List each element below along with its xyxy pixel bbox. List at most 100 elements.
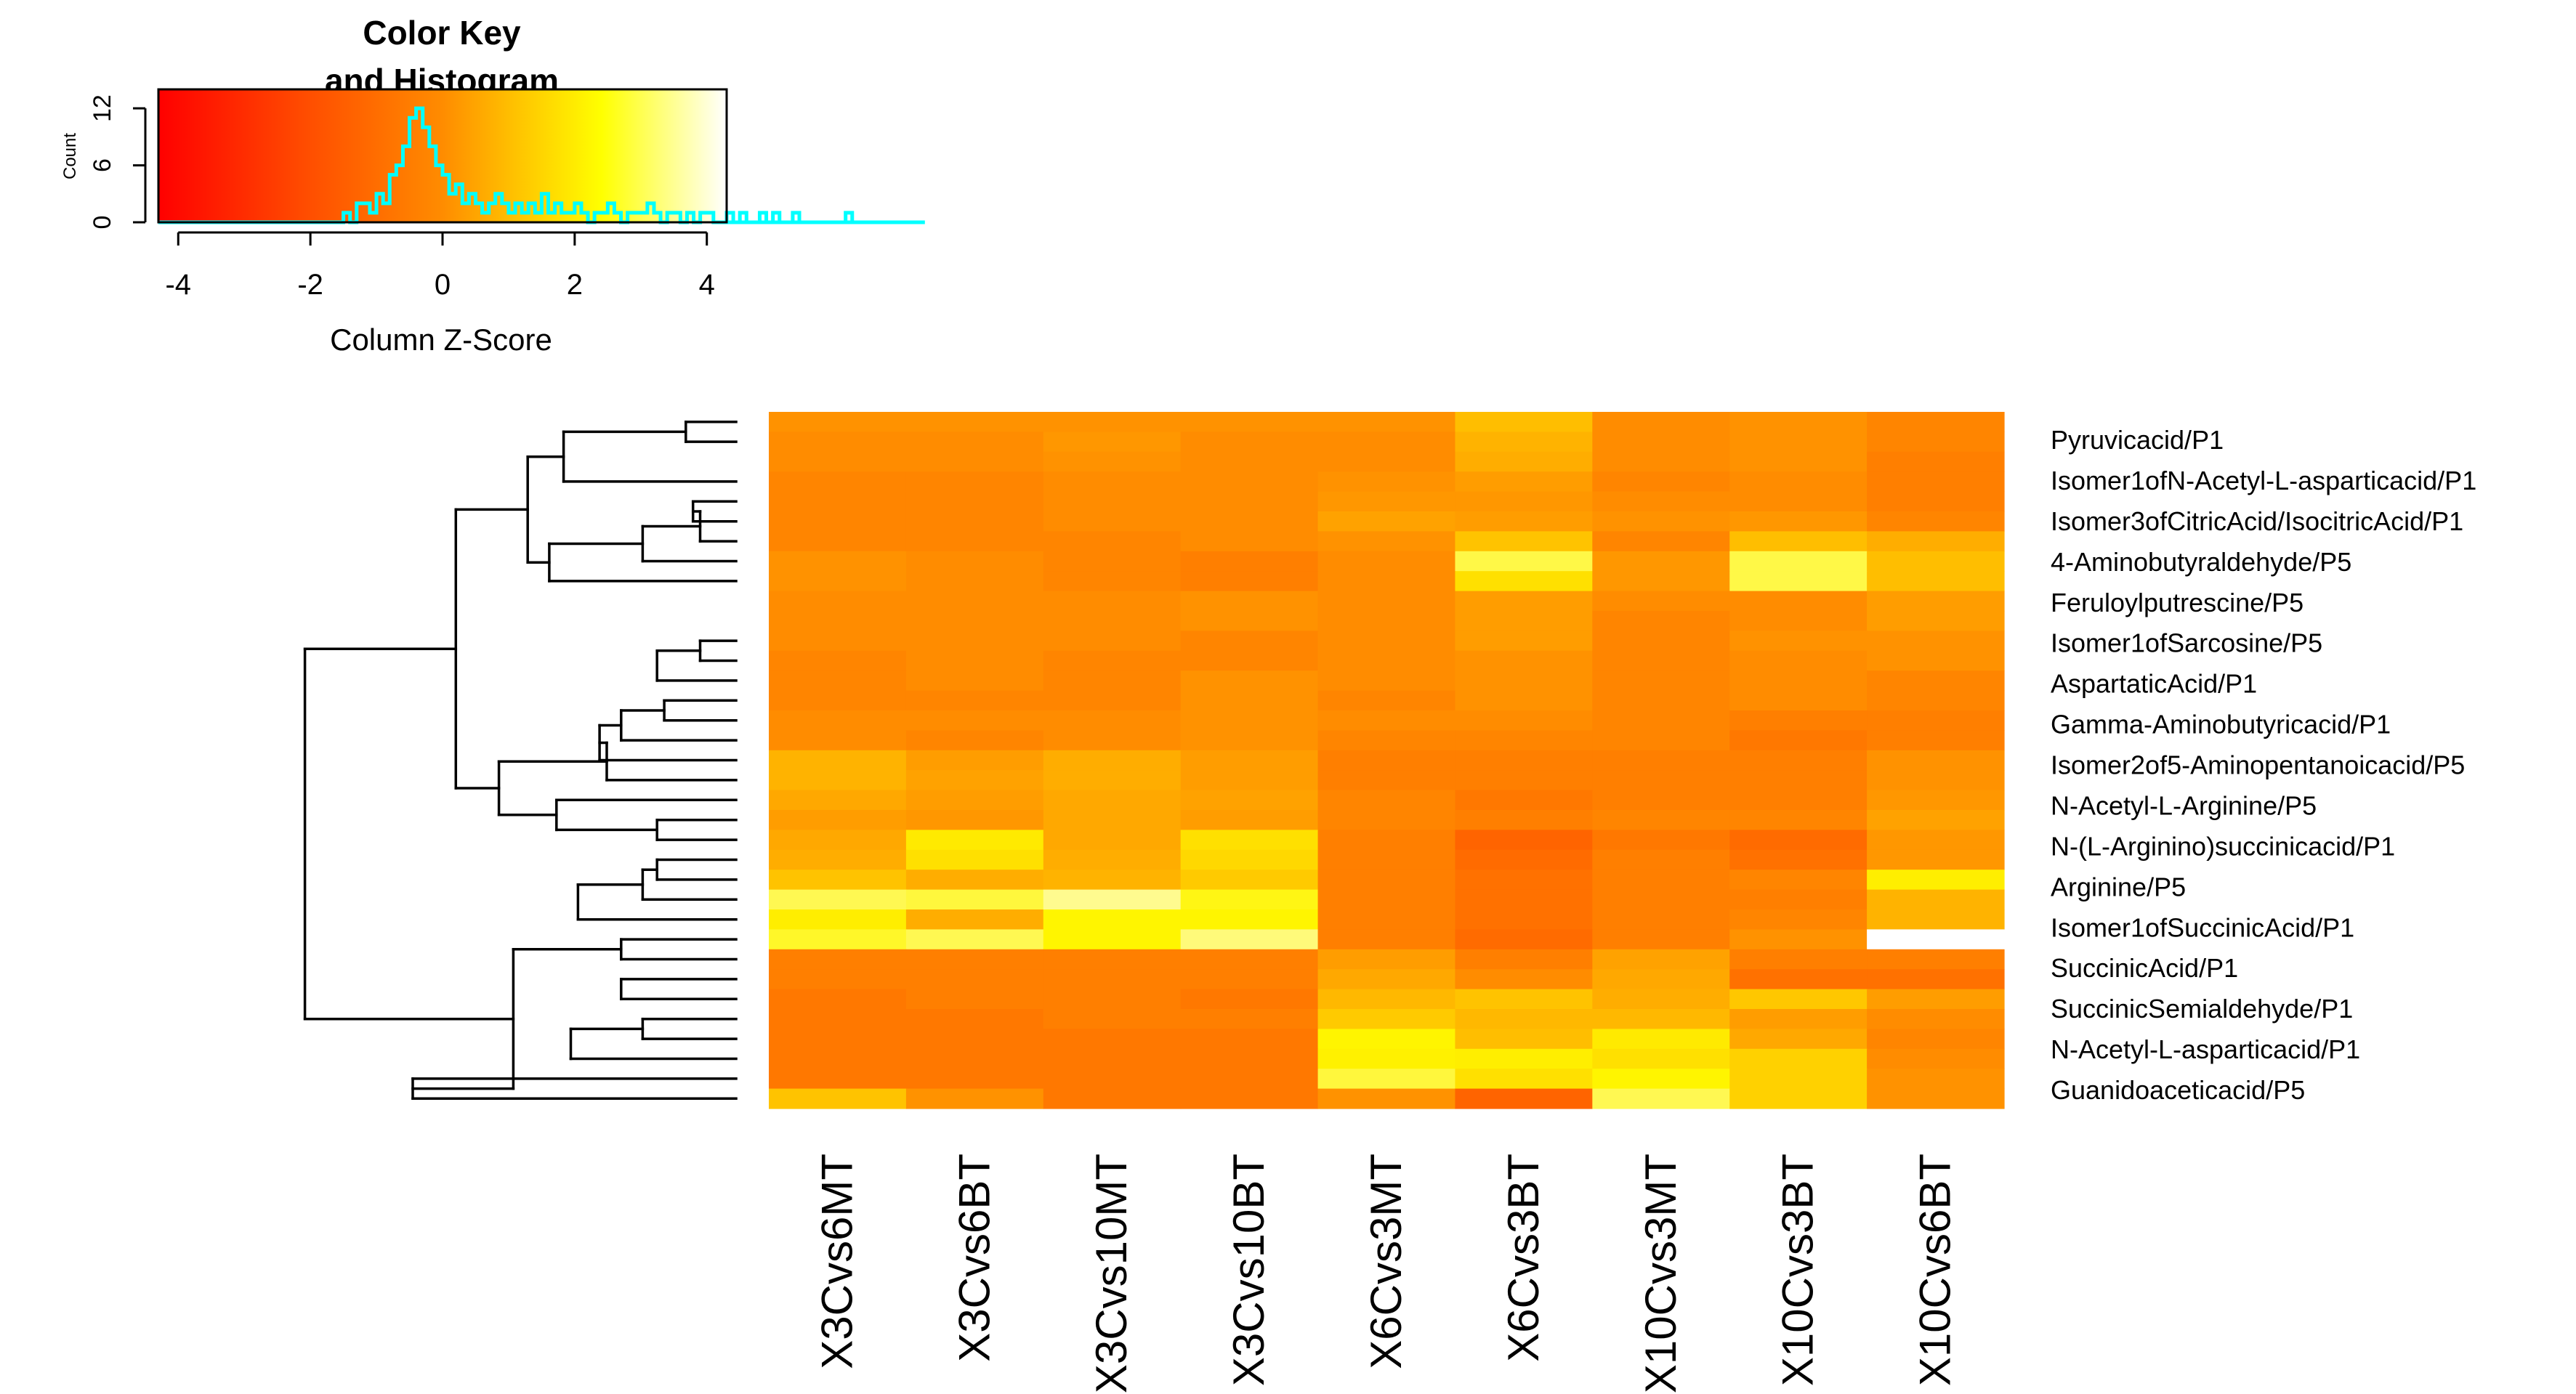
heatmap-cell: [1317, 531, 1456, 552]
heatmap-cell: [1180, 451, 1319, 472]
row-label: Feruloylputrescine/P5: [2051, 588, 2304, 617]
heatmap-cell: [1455, 1048, 1593, 1069]
heatmap-cell: [1180, 1069, 1319, 1090]
row-label: AspartaticAcid/P1: [2051, 669, 2257, 699]
heatmap-cell: [1592, 571, 1730, 592]
heatmap-cell: [769, 491, 907, 512]
heatmap-cell: [1455, 889, 1593, 910]
heatmap-cell: [905, 631, 1044, 652]
heatmap-cell: [1867, 650, 2005, 671]
heatmap-cell: [1867, 531, 2005, 552]
heatmap-cell: [1867, 631, 2005, 652]
heatmap-cell: [1317, 1088, 1456, 1109]
heatmap-cell: [1043, 531, 1182, 552]
row-label: N-Acetyl-L-Arginine/P5: [2051, 790, 2317, 820]
heatmap-cell: [905, 730, 1044, 751]
heatmap-cell: [1867, 710, 2005, 731]
heatmap-cell: [1729, 949, 1868, 970]
heatmap-cell: [1729, 790, 1868, 811]
heatmap-cell: [1592, 790, 1730, 811]
heatmap-cell: [1180, 1048, 1319, 1069]
heatmap-cell: [1043, 491, 1182, 512]
heatmap-cell: [1455, 551, 1593, 572]
heatmap-cell: [1455, 710, 1593, 731]
heatmap-cell: [1455, 690, 1593, 711]
row-label: N-(L-Arginino)succinicacid/P1: [2051, 831, 2395, 861]
heatmap-cell: [1043, 889, 1182, 910]
heatmap-cell: [1043, 431, 1182, 453]
heatmap-cell: [769, 730, 907, 751]
heatmap-cell: [769, 690, 907, 711]
heatmap-cell: [1729, 989, 1868, 1010]
heatmap-cell: [1867, 1048, 2005, 1069]
heatmap-cell: [1867, 989, 2005, 1010]
heatmap-cell: [1592, 929, 1730, 950]
color-key-y-tick-label: 0: [89, 216, 116, 230]
heatmap-cell: [1455, 810, 1593, 830]
heatmap-cell: [1729, 591, 1868, 612]
heatmap-cell: [1043, 770, 1182, 791]
heatmap-cell: [1455, 969, 1593, 990]
heatmap-cell: [1455, 571, 1593, 592]
color-key-x-tick-label: -4: [165, 269, 191, 301]
heatmap-cell: [1729, 650, 1868, 671]
heatmap-cell: [769, 949, 907, 970]
heatmap-cell: [769, 790, 907, 811]
heatmap-cell: [1043, 511, 1182, 532]
heatmap-cell: [905, 412, 1044, 432]
column-label: X10Cvs3MT: [1636, 1154, 1685, 1393]
heatmap-cell: [1317, 1069, 1456, 1090]
heatmap-cell: [1867, 511, 2005, 532]
heatmap-cell: [1317, 650, 1456, 671]
heatmap-cell: [769, 571, 907, 592]
heatmap-cell: [1180, 551, 1319, 572]
heatmap-cell: [1180, 491, 1319, 512]
heatmap-cell: [1317, 870, 1456, 891]
heatmap-cell: [905, 710, 1044, 731]
heatmap-cell: [905, 611, 1044, 631]
heatmap-cell: [905, 431, 1044, 453]
heatmap-cell: [1592, 969, 1730, 990]
heatmap-cell: [1180, 830, 1319, 851]
heatmap-cell: [1867, 849, 2005, 870]
heatmap-cell: [1729, 631, 1868, 652]
heatmap-cell: [1317, 909, 1456, 930]
heatmap-cell: [1592, 551, 1730, 572]
heatmap-cell: [905, 849, 1044, 870]
heatmap-cell: [1317, 431, 1456, 453]
heatmap-cell: [1867, 730, 2005, 751]
row-label: SuccinicSemialdehyde/P1: [2051, 994, 2353, 1024]
heatmap-cell: [769, 412, 907, 432]
column-label: X3Cvs10MT: [1087, 1154, 1136, 1393]
row-label: N-Acetyl-L-asparticacid/P1: [2051, 1034, 2360, 1064]
heatmap-cell: [905, 989, 1044, 1010]
heatmap-cell: [1043, 471, 1182, 493]
heatmap-cell: [1043, 790, 1182, 811]
heatmap-cell: [769, 591, 907, 612]
heatmap-cell: [1317, 810, 1456, 830]
heatmap-cell: [1043, 750, 1182, 771]
heatmap-cell: [1317, 889, 1456, 910]
heatmap-cell: [1180, 770, 1319, 791]
row-label: Arginine/P5: [2051, 872, 2186, 901]
heatmap-cell: [905, 790, 1044, 811]
heatmap-cell: [1043, 571, 1182, 592]
heatmap-cell: [1317, 670, 1456, 692]
heatmap-cell: [1043, 989, 1182, 1010]
heatmap-cell: [1455, 1088, 1593, 1109]
row-label: Pyruvicacid/P1: [2051, 425, 2224, 455]
heatmap-cell: [1592, 750, 1730, 771]
heatmap-cell: [905, 750, 1044, 771]
heatmap-cell: [1455, 909, 1593, 930]
heatmap-cell: [769, 1088, 907, 1109]
heatmap-cell: [905, 591, 1044, 612]
heatmap-cell: [1867, 790, 2005, 811]
row-label: SuccinicAcid/P1: [2051, 953, 2238, 983]
heatmap-cell: [1043, 949, 1182, 970]
heatmap-cell: [1317, 969, 1456, 990]
heatmap-cell: [1317, 730, 1456, 751]
heatmap-cell: [1317, 830, 1456, 851]
heatmap-cell: [1180, 431, 1319, 453]
heatmap-cell: [1867, 810, 2005, 830]
